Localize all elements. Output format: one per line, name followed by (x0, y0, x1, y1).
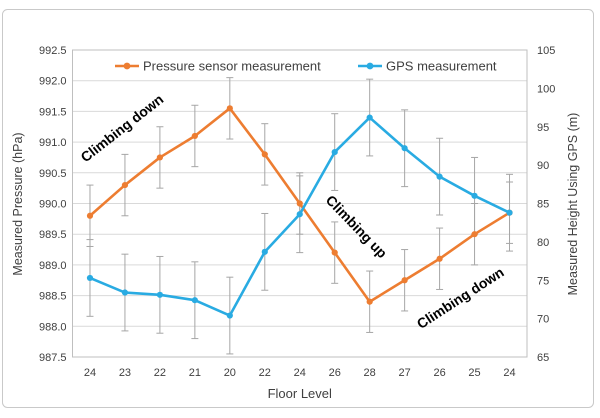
legend-marker-dot (366, 62, 374, 70)
series-pressure-marker (261, 151, 268, 158)
y-left-tick-label: 992.5 (39, 45, 67, 57)
legend-marker-dot (123, 62, 131, 70)
y-left-axis-title: Measured Pressure (hPa) (11, 132, 25, 275)
y-left-tick-label: 988.5 (39, 291, 67, 303)
y-right-tick-label: 90 (537, 160, 549, 172)
series-pressure-marker (296, 200, 303, 207)
y-left-tick-label: 992.0 (39, 76, 67, 88)
series-pressure-marker (226, 105, 233, 112)
x-tick-label: 27 (399, 367, 411, 379)
series-gps (86, 114, 513, 319)
series-pressure-marker (366, 298, 373, 305)
y-right-tick-label: 65 (537, 352, 549, 364)
series-pressure-marker (86, 212, 94, 219)
y-left-tick-label: 988.0 (39, 321, 67, 333)
y-left-tick-label: 991.0 (39, 137, 67, 149)
legend-item-pressure: Pressure sensor measurement (115, 59, 321, 74)
series-pressure-marker (191, 132, 198, 140)
series-gps-marker (436, 173, 443, 180)
y-left-tick-label: 990.0 (39, 199, 67, 211)
y-left-tick-label: 989.0 (39, 260, 67, 272)
series-pressure-marker (331, 249, 338, 256)
legend-label: Pressure sensor measurement (143, 59, 321, 74)
plot-border (72, 49, 528, 358)
y-right-tick-label: 100 (537, 83, 555, 95)
series-gps-marker (296, 211, 303, 218)
series-pressure-marker (436, 255, 443, 262)
series-pressure-marker (401, 277, 408, 284)
x-tick-label: 25 (468, 367, 480, 379)
series-gps-marker (261, 248, 268, 255)
x-tick-label: 28 (364, 367, 376, 379)
x-axis-title: Floor Level (268, 386, 332, 401)
x-tick-label: 22 (154, 367, 166, 379)
series-pressure-marker (471, 231, 478, 238)
y-right-axis-title: Measured Height Using GPS (m) (566, 113, 580, 296)
series-gps-marker (506, 209, 513, 216)
x-tick-label: 24 (294, 367, 306, 379)
y-right-tick-label: 75 (537, 275, 549, 287)
y-left-tick-label: 987.5 (39, 352, 67, 364)
y-right-tick-label: 105 (537, 45, 555, 57)
series-pressure-marker (156, 154, 164, 161)
series-gps-marker (471, 192, 478, 199)
chart-frame (2, 9, 594, 408)
series-gps-marker (86, 274, 94, 282)
x-tick-label: 20 (224, 367, 236, 379)
series-gps-marker (121, 289, 129, 296)
y-right-tick-label: 85 (537, 199, 549, 211)
series-gps-marker (366, 114, 373, 121)
x-tick-label: 26 (433, 367, 445, 379)
y-left-tick-label: 991.5 (39, 106, 67, 118)
series-gps-marker (401, 145, 408, 152)
x-tick-label: 22 (259, 367, 271, 379)
series-gps-marker (331, 148, 338, 156)
x-tick-label: 21 (189, 367, 201, 379)
series-gps-marker (226, 312, 233, 319)
x-tick-label: 24 (503, 367, 515, 379)
x-tick-label: 24 (84, 367, 96, 379)
legend-item-gps: GPS measurement (358, 59, 497, 74)
series-pressure-marker (121, 181, 129, 189)
x-tick-label: 23 (119, 367, 131, 379)
y-right-tick-label: 95 (537, 122, 549, 134)
legend-label: GPS measurement (386, 59, 497, 74)
series-gps-marker (156, 291, 164, 298)
y-right-tick-label: 80 (537, 237, 549, 249)
series-pressure (86, 105, 513, 305)
x-tick-label: 26 (329, 367, 341, 379)
y-right-tick-label: 70 (537, 314, 549, 326)
y-left-tick-label: 989.5 (39, 229, 67, 241)
y-left-tick-label: 990.5 (39, 168, 67, 180)
series-gps-marker (191, 297, 198, 304)
